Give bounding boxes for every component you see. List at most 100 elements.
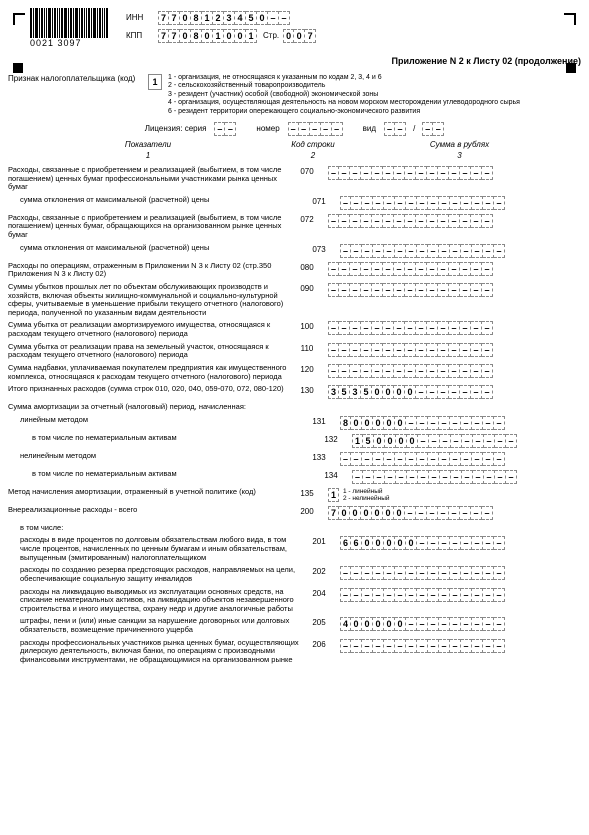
row-code: 204 xyxy=(304,588,334,598)
barcode-text: 0021 3097 xyxy=(30,38,82,48)
table-row: сумма отклонения от максимальной (расчет… xyxy=(8,196,581,210)
square-bl-marker xyxy=(13,63,23,73)
row-desc: Внереализационные расходы - всего xyxy=(8,506,292,515)
table-row: расходы на ликвидацию выводимых из экспл… xyxy=(8,588,581,614)
col2-header: Код строки xyxy=(288,140,338,149)
row-code: 133 xyxy=(304,452,334,462)
row-amount: ––––––––––––––– xyxy=(346,470,581,484)
col3-num: 3 xyxy=(338,151,581,160)
table-row: в том числе: xyxy=(8,524,581,533)
col2-num: 2 xyxy=(288,151,338,160)
row-amount: ––––––––––––––– xyxy=(334,588,581,602)
row-desc: Расходы, связанные с приобретением и реа… xyxy=(8,214,292,240)
row-code: 100 xyxy=(292,321,322,331)
table-row: Сумма убытка от реализации права на земе… xyxy=(8,343,581,360)
taxpayer-notes: 1 - организация, не относящаяся к указан… xyxy=(168,74,520,116)
row-desc: сумма отклонения от максимальной (расчет… xyxy=(8,196,304,205)
row-desc: Сумма убытка от реализации права на земе… xyxy=(8,343,292,360)
license-type2-cells: –– xyxy=(422,122,444,136)
row-code: 070 xyxy=(292,166,322,176)
table-row: Сумма амортизации за отчетный (налоговый… xyxy=(8,403,581,412)
table-row: в том числе по нематериальным активам134… xyxy=(8,470,581,484)
table-row: расходы по созданию резерва предстоящих … xyxy=(8,566,581,583)
row-code: 134 xyxy=(316,470,346,480)
str-cells: 007 xyxy=(283,29,316,43)
row-code: 135 xyxy=(292,488,322,498)
row-amount: 800000––––––––– xyxy=(334,416,581,430)
table-row: расходы профессиональных участников рынк… xyxy=(8,639,581,665)
row-desc: Итого признанных расходов (сумма строк 0… xyxy=(8,385,292,394)
row-amount: ––––––––––––––– xyxy=(322,364,581,378)
row-amount: 400000––––––––– xyxy=(334,617,581,631)
table-row: Суммы убытков прошлых лет по объектам об… xyxy=(8,283,581,318)
row-code: 205 xyxy=(304,617,334,627)
table-row: Сумма убытка от реализации амортизируемо… xyxy=(8,321,581,338)
row-amount: ––––––––––––––– xyxy=(322,283,581,297)
row-code: 090 xyxy=(292,283,322,293)
row-amount: 6600000–––––––– xyxy=(334,536,581,550)
row-amount: ––––––––––––––– xyxy=(334,566,581,580)
license-label: Лицензия: серия xyxy=(145,124,207,133)
row-desc: в том числе по нематериальным активам xyxy=(8,434,316,443)
col1-num: 1 xyxy=(8,151,288,160)
page-title: Приложение N 2 к Листу 02 (продолжение) xyxy=(8,56,581,66)
table-row: сумма отклонения от максимальной (расчет… xyxy=(8,244,581,258)
inn-label: ИНН xyxy=(126,13,154,22)
row-desc: Сумма убытка от реализации амортизируемо… xyxy=(8,321,292,338)
row-desc: Сумма надбавки, уплачиваемая покупателем… xyxy=(8,364,292,381)
row-desc: Расходы, связанные с приобретением и реа… xyxy=(8,166,292,192)
row-desc: штрафы, пени и (или) иные санкции за нар… xyxy=(8,617,304,634)
row-code: 110 xyxy=(292,343,322,353)
table-row: Расходы, связанные с приобретением и реа… xyxy=(8,166,581,192)
kpp-cells: 770801001 xyxy=(158,29,257,43)
license-series-cells: –– xyxy=(214,122,236,136)
taxpayer-label: Признак налогоплательщика (код) xyxy=(8,74,148,83)
corner-tl-marker xyxy=(13,13,25,25)
row-desc: нелинейным методом xyxy=(8,452,304,461)
table-row: Метод начисления амортизации, отраженный… xyxy=(8,488,581,502)
row-amount: ––––––––––––––– xyxy=(322,262,581,276)
row-desc: Метод начисления амортизации, отраженный… xyxy=(8,488,292,497)
row-amount: ––––––––––––––– xyxy=(322,166,581,180)
row-desc: расходы профессиональных участников рынк… xyxy=(8,639,304,665)
row-code: 073 xyxy=(304,244,334,254)
row-code: 200 xyxy=(292,506,322,516)
table-row: Сумма надбавки, уплачиваемая покупателем… xyxy=(8,364,581,381)
row-amount: 7000000–––––––– xyxy=(322,506,581,520)
row-amount: ––––––––––––––– xyxy=(322,321,581,335)
row-desc: сумма отклонения от максимальной (расчет… xyxy=(8,244,304,253)
inn-cells: 7708123450–– xyxy=(158,11,290,25)
kpp-label: КПП xyxy=(126,31,154,40)
row-code xyxy=(304,524,334,525)
row-desc: расходы по созданию резерва предстоящих … xyxy=(8,566,304,583)
row-desc: Расходы по операциям, отраженным в Прило… xyxy=(8,262,292,279)
row-amount: ––––––––––––––– xyxy=(334,639,581,653)
row-desc: расходы в виде процентов по долговым обя… xyxy=(8,536,304,562)
row-code: 130 xyxy=(292,385,322,395)
table-row: Итого признанных расходов (сумма строк 0… xyxy=(8,385,581,399)
col1-header: Показатели xyxy=(8,140,288,149)
row-desc: в том числе по нематериальным активам xyxy=(8,470,316,479)
row-code: 132 xyxy=(316,434,346,444)
license-slash: / xyxy=(413,124,415,133)
taxpayer-code: 1 xyxy=(148,74,162,90)
row-desc: в том числе: xyxy=(8,524,304,533)
table-row: штрафы, пени и (или) иные санкции за нар… xyxy=(8,617,581,634)
row-code: 131 xyxy=(304,416,334,426)
table-row: нелинейным методом133––––––––––––––– xyxy=(8,452,581,466)
row-amount: ––––––––––––––– xyxy=(334,196,581,210)
row-code xyxy=(292,403,322,404)
barcode: 0021 3097 xyxy=(30,8,108,48)
table-row: в том числе по нематериальным активам132… xyxy=(8,434,581,448)
row-code: 120 xyxy=(292,364,322,374)
row-amount: ––––––––––––––– xyxy=(334,452,581,466)
col3-header: Сумма в рублях xyxy=(338,140,581,149)
corner-tr-marker xyxy=(564,13,576,25)
row-amount: 150000––––––––– xyxy=(346,434,581,448)
license-num-label: номер xyxy=(256,124,279,133)
row-code: 072 xyxy=(292,214,322,224)
table-row: расходы в виде процентов по долговым обя… xyxy=(8,536,581,562)
row-desc: линейным методом xyxy=(8,416,304,425)
str-label: Стр. xyxy=(263,31,279,40)
row-desc: расходы на ликвидацию выводимых из экспл… xyxy=(8,588,304,614)
